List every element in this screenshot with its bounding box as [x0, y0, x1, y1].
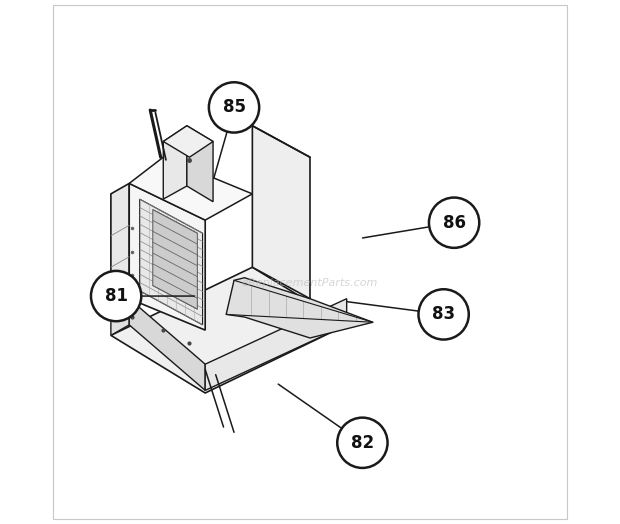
Polygon shape	[129, 183, 205, 330]
Text: eReplacementParts.com: eReplacementParts.com	[242, 278, 378, 288]
Text: 85: 85	[223, 99, 246, 116]
Polygon shape	[226, 278, 373, 338]
Polygon shape	[252, 126, 310, 299]
Polygon shape	[140, 199, 203, 325]
Polygon shape	[205, 299, 347, 390]
Circle shape	[429, 198, 479, 248]
Text: 82: 82	[351, 434, 374, 452]
Circle shape	[418, 289, 469, 340]
Circle shape	[209, 82, 259, 133]
Polygon shape	[129, 299, 205, 390]
Text: 86: 86	[443, 214, 466, 232]
Polygon shape	[153, 210, 197, 309]
Polygon shape	[111, 267, 347, 393]
Polygon shape	[187, 126, 213, 202]
Circle shape	[337, 418, 388, 468]
Polygon shape	[163, 126, 213, 157]
Text: 81: 81	[105, 287, 128, 305]
Polygon shape	[129, 157, 252, 220]
Polygon shape	[163, 126, 187, 199]
Circle shape	[91, 271, 141, 321]
Text: 83: 83	[432, 305, 455, 323]
Polygon shape	[111, 299, 129, 335]
Polygon shape	[111, 183, 129, 309]
